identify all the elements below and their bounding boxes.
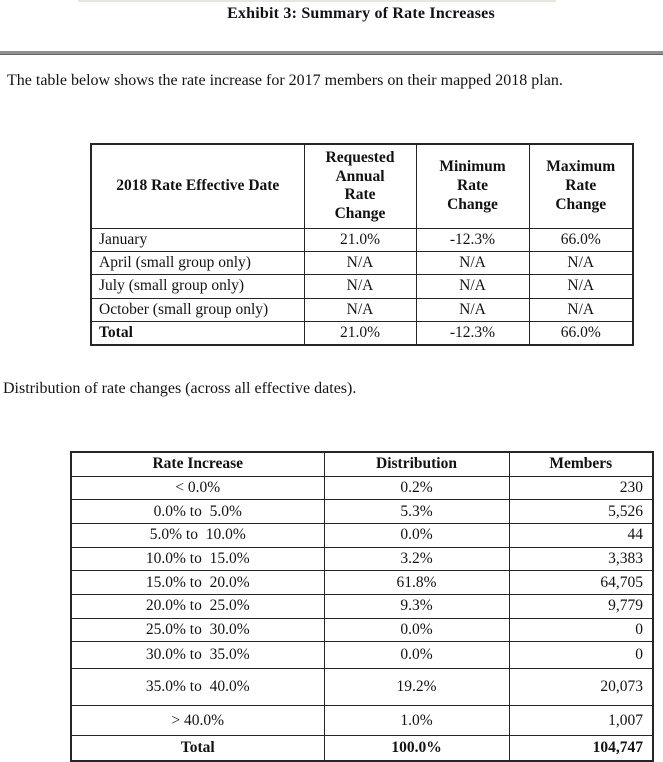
row-label-cell: January <box>90 227 305 252</box>
table-row: 35.0% to 40.0% 19.2% 20,073 <box>70 668 654 707</box>
table-row: April (small group only) N/A N/A N/A <box>90 250 634 276</box>
horizontal-rule <box>0 51 663 55</box>
distribution-cell: 0.0% <box>323 522 510 548</box>
distribution-cell: 5.3% <box>323 499 510 524</box>
row-value-cell: -12.3% <box>415 227 530 252</box>
row-value-cell: 21.0% <box>303 321 417 346</box>
members-cell: 64,705 <box>508 570 654 595</box>
row-value-cell: N/A <box>415 274 530 299</box>
distribution-cell: 19.2% <box>323 668 510 707</box>
rate-range-cell: 10.0% to 15.0% <box>70 546 325 572</box>
row-value-cell: 66.0% <box>528 227 634 252</box>
t1-header-minimum-change: Minimum Rate Change <box>415 143 530 229</box>
distribution-cell: 9.3% <box>323 593 510 619</box>
table-row: 10.0% to 15.0% 3.2% 3,383 <box>70 546 654 572</box>
rate-range-cell: 5.0% to 10.0% <box>70 522 325 548</box>
rate-range-cell: 15.0% to 20.0% <box>70 570 325 595</box>
distribution-cell: 0.0% <box>323 641 510 670</box>
row-value-cell: N/A <box>415 250 530 276</box>
row-value-cell: N/A <box>303 274 417 299</box>
members-cell: 20,073 <box>508 668 654 707</box>
row-label-cell: April (small group only) <box>90 250 305 276</box>
distribution-cell: 1.0% <box>323 705 510 737</box>
table-row: January 21.0% -12.3% 66.0% <box>90 227 634 252</box>
t2-header-rate-increase: Rate Increase <box>70 451 325 477</box>
rate-distribution-table: Rate Increase Distribution Members < 0.0… <box>70 451 654 762</box>
table-row: 20.0% to 25.0% 9.3% 9,779 <box>70 593 654 619</box>
table-header-row: 2018 Rate Effective Date Requested Annua… <box>90 143 634 229</box>
rate-range-cell: 25.0% to 30.0% <box>70 617 325 643</box>
members-cell: 0 <box>508 617 654 643</box>
table-row: July (small group only) N/A N/A N/A <box>90 274 634 299</box>
distribution-caption: Distribution of rate changes (across all… <box>3 380 357 397</box>
row-value-cell: N/A <box>528 297 634 323</box>
distribution-cell: 0.0% <box>323 617 510 643</box>
total-label-cell: Total <box>90 321 305 346</box>
t2-header-members: Members <box>508 451 654 477</box>
distribution-cell: 3.2% <box>323 546 510 572</box>
table-row: 30.0% to 35.0% 0.0% 0 <box>70 641 654 670</box>
row-value-cell: 21.0% <box>303 227 417 252</box>
row-value-cell: 66.0% <box>528 321 634 346</box>
table-row: 0.0% to 5.0% 5.3% 5,526 <box>70 499 654 524</box>
members-cell: 230 <box>508 475 654 501</box>
row-label-cell: July (small group only) <box>90 274 305 299</box>
rate-range-cell: 30.0% to 35.0% <box>70 641 325 670</box>
total-distribution-cell: 100.0% <box>323 735 510 762</box>
rate-range-cell: < 0.0% <box>70 475 325 501</box>
t1-header-effective-date: 2018 Rate Effective Date <box>90 143 305 229</box>
members-cell: 1,007 <box>508 705 654 737</box>
t1-header-maximum-change: Maximum Rate Change <box>528 143 634 229</box>
row-value-cell: N/A <box>303 250 417 276</box>
distribution-cell: 61.8% <box>323 570 510 595</box>
table-row: > 40.0% 1.0% 1,007 <box>70 705 654 737</box>
members-cell: 3,383 <box>508 546 654 572</box>
table-row: 15.0% to 20.0% 61.8% 64,705 <box>70 570 654 595</box>
members-cell: 5,526 <box>508 499 654 524</box>
t1-header-requested-change: Requested Annual Rate Change <box>303 143 417 229</box>
members-cell: 0 <box>508 641 654 670</box>
table-total-row: Total 100.0% 104,747 <box>70 735 654 762</box>
rate-range-cell: 0.0% to 5.0% <box>70 499 325 524</box>
table-total-row: Total 21.0% -12.3% 66.0% <box>90 321 634 346</box>
total-members-cell: 104,747 <box>508 735 654 762</box>
row-value-cell: N/A <box>415 297 530 323</box>
row-value-cell: N/A <box>303 297 417 323</box>
members-cell: 9,779 <box>508 593 654 619</box>
t2-header-distribution: Distribution <box>323 451 510 477</box>
table-row: < 0.0% 0.2% 230 <box>70 475 654 501</box>
intro-paragraph: The table below shows the rate increase … <box>7 72 563 89</box>
rate-range-cell: 35.0% to 40.0% <box>70 668 325 707</box>
members-cell: 44 <box>508 522 654 548</box>
total-label-cell: Total <box>70 735 325 762</box>
row-value-cell: N/A <box>528 250 634 276</box>
table-row: 5.0% to 10.0% 0.0% 44 <box>70 522 654 548</box>
row-label-cell: October (small group only) <box>90 297 305 323</box>
table-row: 25.0% to 30.0% 0.0% 0 <box>70 617 654 643</box>
row-value-cell: N/A <box>528 274 634 299</box>
rate-range-cell: > 40.0% <box>70 705 325 737</box>
rate-increase-summary-table: 2018 Rate Effective Date Requested Annua… <box>90 143 634 346</box>
page-top-artifact <box>78 0 556 2</box>
row-value-cell: -12.3% <box>415 321 530 346</box>
table-row: October (small group only) N/A N/A N/A <box>90 297 634 323</box>
rate-range-cell: 20.0% to 25.0% <box>70 593 325 619</box>
exhibit-title: Exhibit 3: Summary of Rate Increases <box>227 5 495 22</box>
table-header-row: Rate Increase Distribution Members <box>70 451 654 477</box>
distribution-cell: 0.2% <box>323 475 510 501</box>
